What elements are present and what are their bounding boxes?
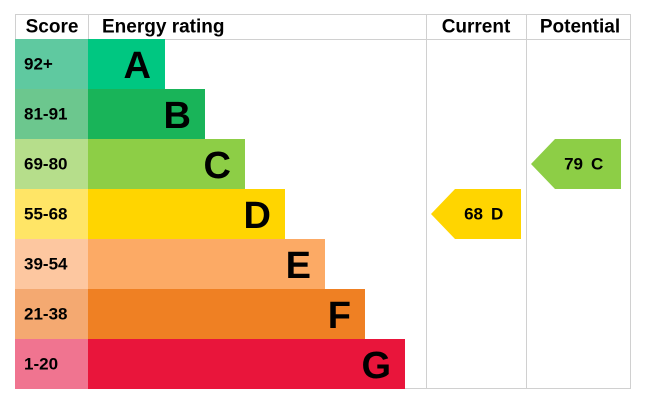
- score-cell: [15, 189, 88, 239]
- rating-letter: G: [361, 345, 391, 387]
- rating-letter: A: [124, 45, 151, 87]
- score-range: 81-91: [24, 105, 67, 124]
- header: Potential: [540, 17, 620, 38]
- score-cell: [15, 289, 88, 339]
- potential-score: 79: [564, 155, 583, 174]
- current-rating: D: [491, 205, 503, 224]
- current-arrow: [431, 189, 521, 239]
- header: Current: [442, 17, 511, 38]
- score-range: 69-80: [24, 155, 67, 174]
- rating-letter: B: [164, 95, 191, 137]
- score-range: 92+: [24, 55, 53, 74]
- score-cell: [15, 39, 88, 89]
- rating-bar: [88, 239, 325, 289]
- rating-bar: [88, 339, 405, 389]
- rating-bar: [88, 189, 285, 239]
- current-score: 68: [464, 205, 483, 224]
- header: Energy rating: [102, 17, 224, 38]
- score-range: 39-54: [24, 255, 68, 274]
- score-range: 1-20: [24, 355, 58, 374]
- potential-rating: C: [591, 155, 603, 174]
- score-range: 21-38: [24, 305, 67, 324]
- rating-letter: F: [328, 295, 351, 337]
- potential-arrow: [531, 139, 621, 189]
- rating-letter: D: [244, 195, 271, 237]
- header: Score: [26, 17, 79, 38]
- rating-bar: [88, 139, 245, 189]
- score-cell: [15, 139, 88, 189]
- score-cell: [15, 89, 88, 139]
- rating-bar: [88, 39, 165, 89]
- score-cell: [15, 339, 88, 389]
- score-cell: [15, 239, 88, 289]
- rating-letter: E: [286, 245, 311, 287]
- rating-letter: C: [204, 145, 231, 187]
- rating-bar: [88, 89, 205, 139]
- score-range: 55-68: [24, 205, 67, 224]
- rating-bar: [88, 289, 365, 339]
